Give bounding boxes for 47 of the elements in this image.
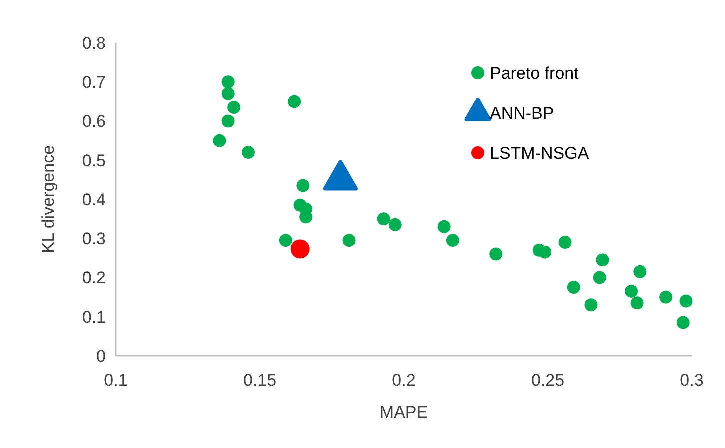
point: [584, 298, 598, 312]
point: [222, 114, 235, 128]
point: [634, 265, 647, 278]
point: [288, 95, 302, 108]
point: [388, 218, 402, 232]
point: [290, 240, 310, 259]
y-tick-label: 0.1: [82, 308, 106, 327]
point: [558, 236, 572, 250]
point: [342, 234, 356, 248]
y-tick-label: 0: [96, 346, 106, 366]
legend-label: ANN-BP: [490, 104, 554, 123]
point: [446, 234, 460, 248]
point: [213, 134, 226, 148]
y-tick-label: 0.2: [82, 268, 106, 288]
y-tick-label: 0.8: [82, 34, 106, 53]
legend-label: Pareto front: [490, 64, 580, 83]
point: [676, 316, 690, 330]
point: [625, 284, 638, 298]
x-axis-title: MAPE: [380, 403, 428, 422]
point: [490, 248, 503, 261]
point: [596, 254, 610, 267]
x-tick-label: 0.3: [680, 371, 704, 390]
point: [438, 220, 451, 234]
point: [630, 296, 644, 310]
point: [242, 146, 255, 160]
x-tick-label: 0.25: [531, 371, 565, 390]
x-tick-label: 0.1: [104, 371, 128, 390]
point: [222, 76, 235, 89]
y-tick-label: 0.6: [82, 112, 106, 132]
point: [593, 271, 606, 284]
point: [567, 281, 580, 294]
x-tick-label: 0.2: [392, 371, 416, 390]
point: [660, 290, 673, 304]
point: [222, 87, 235, 100]
y-tick-label: 0.7: [82, 73, 106, 92]
y-axis-title: KL divergence: [39, 145, 58, 254]
y-tick-label: 0.5: [82, 151, 106, 170]
point: [680, 294, 693, 308]
point: [296, 179, 310, 192]
y-tick-label: 0.3: [82, 230, 106, 249]
y-tick-label: 0.4: [82, 190, 106, 210]
point: [377, 212, 390, 226]
x-tick-label: 0.15: [243, 371, 277, 390]
point: [538, 246, 552, 259]
point: [279, 234, 292, 248]
point: [228, 101, 241, 114]
legend-label: LSTM-NSGA: [490, 144, 590, 163]
